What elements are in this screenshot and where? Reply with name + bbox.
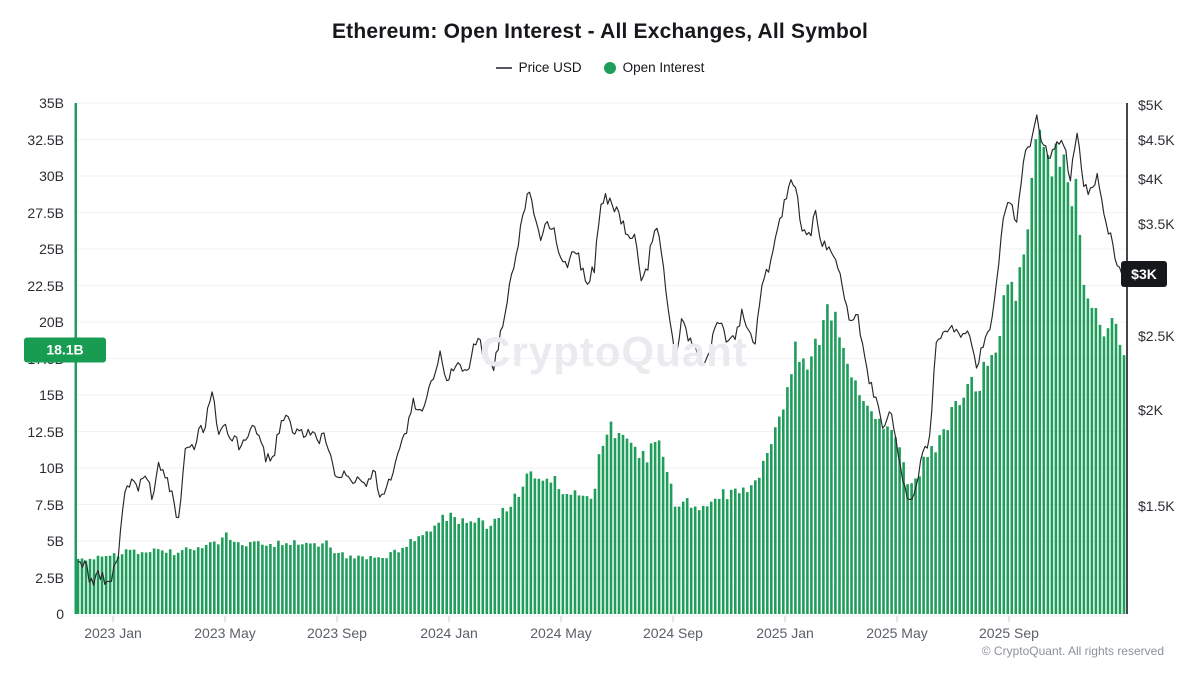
right-axis-tick: $2K — [1138, 402, 1163, 419]
x-axis-tick: 2025 May — [866, 625, 928, 641]
left-axis-tick: 10B — [39, 460, 64, 476]
legend-item-open-interest: Open Interest — [603, 60, 705, 75]
price-value-badge: $3K — [1121, 261, 1167, 288]
x-axis-tick: 2024 Jan — [420, 625, 478, 641]
legend-label-price: Price USD — [518, 60, 582, 75]
right-axis-tick: $2.5K — [1138, 327, 1175, 344]
right-axis-tick: $5K — [1138, 97, 1163, 113]
chart-title: Ethereum: Open Interest - All Exchanges,… — [331, 20, 869, 43]
left-axis-tick: 30B — [39, 168, 64, 184]
line-marker-icon — [495, 66, 512, 69]
open-interest-value-badge: 18.1B — [24, 337, 106, 363]
x-axis-tick: 2024 May — [530, 625, 592, 641]
left-axis-tick: 5B — [46, 533, 64, 549]
left-axis-tick: 7.5B — [35, 496, 64, 513]
x-axis-tick: 2023 May — [194, 625, 256, 641]
left-axis-tick: 2.5B — [35, 569, 64, 586]
left-axis-tick: 22.5B — [27, 277, 64, 294]
left-axis-tick: 32.5B — [27, 131, 64, 148]
copyright-footer: © CryptoQuant. All rights reserved — [981, 644, 1164, 658]
left-axis-tick: 15B — [39, 387, 64, 403]
x-axis-tick: 2023 Jan — [84, 625, 142, 641]
left-axis-tick: 25B — [39, 241, 64, 257]
left-axis-tick: 20B — [39, 314, 64, 330]
legend: Price USD Open Interest — [0, 60, 1200, 75]
left-axis-tick: 35B — [39, 95, 64, 111]
legend-label-open-interest: Open Interest — [622, 60, 705, 75]
x-axis-tick: 2024 Sep — [643, 625, 703, 641]
right-axis-tick: $3.5K — [1138, 215, 1175, 232]
legend-item-price: Price USD — [495, 60, 582, 75]
right-axis-tick: $4.5K — [1138, 132, 1175, 149]
dot-marker-icon — [603, 61, 616, 74]
right-axis-tick: $4K — [1138, 171, 1163, 188]
left-axis-tick: 0 — [56, 606, 64, 622]
x-axis-tick: 2023 Sep — [307, 625, 367, 641]
x-axis-tick: 2025 Jan — [756, 625, 814, 641]
right-axis-tick: $1.5K — [1138, 497, 1175, 514]
left-axis-tick: 12.5B — [27, 423, 64, 440]
left-axis-tick: 27.5B — [27, 204, 64, 221]
x-axis-tick: 2025 Sep — [979, 625, 1039, 641]
